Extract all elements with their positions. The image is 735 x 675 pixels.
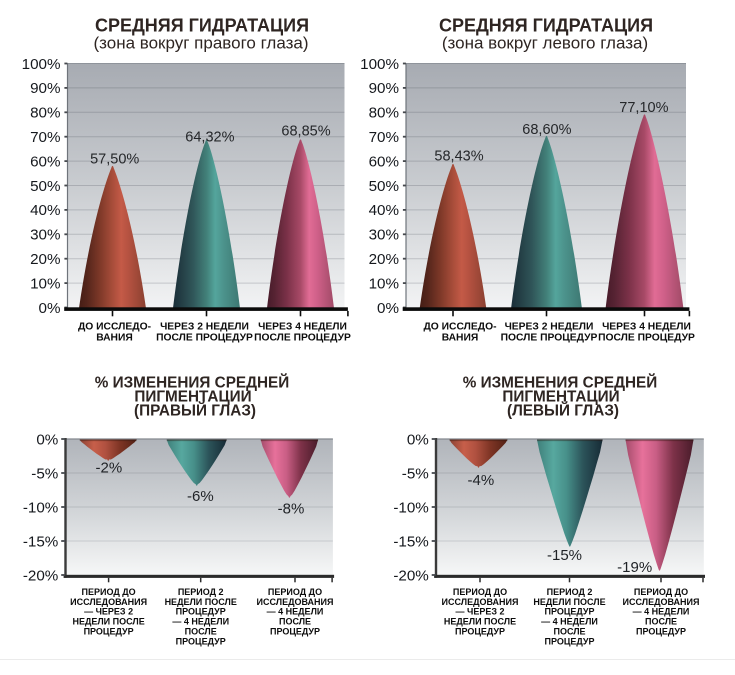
svg-text:-2%: -2% <box>96 460 123 477</box>
svg-text:НЕДЕЛИ ПОСЛЕ: НЕДЕЛИ ПОСЛЕ <box>444 617 516 627</box>
svg-text:57,50%: 57,50% <box>90 151 139 167</box>
svg-text:ПОСЛЕ ПРОЦЕДУР: ПОСЛЕ ПРОЦЕДУР <box>156 333 253 344</box>
svg-text:ЧЕРЕЗ 4 НЕДЕЛИ: ЧЕРЕЗ 4 НЕДЕЛИ <box>258 321 347 332</box>
svg-text:100%: 100% <box>360 56 399 73</box>
svg-text:40%: 40% <box>369 202 399 219</box>
svg-text:ПРОЦЕДУР: ПРОЦЕДУР <box>544 607 594 617</box>
svg-text:50%: 50% <box>30 178 60 195</box>
svg-text:-8%: -8% <box>278 501 305 518</box>
svg-text:(зона вокруг левого глаза): (зона вокруг левого глаза) <box>442 34 648 53</box>
svg-text:58,43%: 58,43% <box>434 149 483 165</box>
svg-text:ИССЛЕДОВАНИЯ: ИССЛЕДОВАНИЯ <box>70 597 147 607</box>
svg-text:70%: 70% <box>369 129 399 146</box>
svg-text:ПРОЦЕДУР: ПРОЦЕДУР <box>84 627 134 637</box>
svg-text:ПОСЛЕ ПРОЦЕДУР: ПОСЛЕ ПРОЦЕДУР <box>598 333 695 344</box>
svg-text:ПОСЛЕ: ПОСЛЕ <box>645 617 677 627</box>
svg-text:60%: 60% <box>30 153 60 170</box>
svg-text:НЕДЕЛИ ПОСЛЕ: НЕДЕЛИ ПОСЛЕ <box>533 597 605 607</box>
svg-text:— 4 НЕДЕЛИ: — 4 НЕДЕЛИ <box>633 607 690 617</box>
svg-text:ПЕРИОД ДО: ПЕРИОД ДО <box>634 587 688 597</box>
svg-text:0%: 0% <box>36 431 58 448</box>
svg-text:ПРОЦЕДУР: ПРОЦЕДУР <box>544 636 594 646</box>
svg-text:— 4 НЕДЕЛИ: — 4 НЕДЕЛИ <box>541 617 598 627</box>
svg-text:(зона вокруг правого глаза): (зона вокруг правого глаза) <box>93 34 308 53</box>
svg-text:0%: 0% <box>407 431 429 448</box>
svg-text:100%: 100% <box>22 56 61 73</box>
svg-text:-20%: -20% <box>23 567 58 584</box>
svg-text:20%: 20% <box>30 251 60 268</box>
svg-text:0%: 0% <box>377 300 399 317</box>
svg-text:0%: 0% <box>39 300 61 317</box>
svg-text:ПЕРИОД ДО: ПЕРИОД ДО <box>82 587 136 597</box>
svg-text:СРЕДНЯЯ ГИДРАТАЦИЯ: СРЕДНЯЯ ГИДРАТАЦИЯ <box>439 16 653 36</box>
svg-text:77,10%: 77,10% <box>619 100 668 116</box>
svg-text:— ЧЕРЕЗ 2: — ЧЕРЕЗ 2 <box>84 607 133 617</box>
svg-text:ЧЕРЕЗ 2 НЕДЕЛИ: ЧЕРЕЗ 2 НЕДЕЛИ <box>505 321 594 332</box>
svg-text:68,60%: 68,60% <box>522 122 571 138</box>
svg-text:60%: 60% <box>369 153 399 170</box>
svg-text:-19%: -19% <box>617 559 652 576</box>
svg-text:10%: 10% <box>369 275 399 292</box>
svg-text:ЧЕРЕЗ 4 НЕДЕЛИ: ЧЕРЕЗ 4 НЕДЕЛИ <box>602 321 691 332</box>
svg-text:ПРОЦЕДУР: ПРОЦЕДУР <box>636 627 686 637</box>
svg-text:(ЛЕВЫЙ ГЛАЗ): (ЛЕВЫЙ ГЛАЗ) <box>507 401 619 419</box>
svg-text:90%: 90% <box>369 80 399 97</box>
svg-text:ПЕРИОД ДО: ПЕРИОД ДО <box>268 587 322 597</box>
svg-text:68,85%: 68,85% <box>281 124 330 140</box>
svg-text:ПОСЛЕ ПРОЦЕДУР: ПОСЛЕ ПРОЦЕДУР <box>254 333 351 344</box>
svg-text:ПРОЦЕДУР: ПРОЦЕДУР <box>455 627 505 637</box>
svg-text:-10%: -10% <box>23 499 58 516</box>
svg-text:-6%: -6% <box>187 488 214 505</box>
svg-text:-15%: -15% <box>393 533 428 550</box>
svg-text:ВАНИЯ: ВАНИЯ <box>96 333 133 344</box>
svg-text:ПРОЦЕДУР: ПРОЦЕДУР <box>176 607 226 617</box>
svg-text:% ИЗМЕНЕНИЯ СРЕДНЕЙ: % ИЗМЕНЕНИЯ СРЕДНЕЙ <box>95 374 290 392</box>
svg-text:70%: 70% <box>30 129 60 146</box>
svg-text:ПИГМЕНТАЦИИ: ПИГМЕНТАЦИИ <box>134 388 251 405</box>
svg-text:64,32%: 64,32% <box>185 130 234 146</box>
svg-text:ПОСЛЕ: ПОСЛЕ <box>553 627 585 637</box>
svg-text:50%: 50% <box>369 178 399 195</box>
svg-text:40%: 40% <box>30 202 60 219</box>
svg-text:-15%: -15% <box>547 547 582 564</box>
svg-text:ПОСЛЕ ПРОЦЕДУР: ПОСЛЕ ПРОЦЕДУР <box>501 333 598 344</box>
svg-text:% ИЗМЕНЕНИЯ СРЕДНЕЙ: % ИЗМЕНЕНИЯ СРЕДНЕЙ <box>463 374 658 392</box>
svg-text:20%: 20% <box>369 251 399 268</box>
svg-text:ДО ИССЛЕДО-: ДО ИССЛЕДО- <box>78 321 152 332</box>
svg-text:ДО ИССЛЕДО-: ДО ИССЛЕДО- <box>423 321 497 332</box>
svg-text:-10%: -10% <box>393 499 428 516</box>
svg-text:(ПРАВЫЙ ГЛАЗ): (ПРАВЫЙ ГЛАЗ) <box>134 401 256 419</box>
svg-text:-5%: -5% <box>31 465 58 482</box>
svg-text:30%: 30% <box>30 227 60 244</box>
svg-text:ПИГМЕНТАЦИИ: ПИГМЕНТАЦИИ <box>502 388 619 405</box>
svg-text:-20%: -20% <box>393 567 428 584</box>
svg-text:— 4 НЕДЕЛИ: — 4 НЕДЕЛИ <box>172 617 229 627</box>
svg-text:ПРОЦЕДУР: ПРОЦЕДУР <box>270 627 320 637</box>
svg-text:— 4 НЕДЕЛИ: — 4 НЕДЕЛИ <box>267 607 324 617</box>
svg-text:СРЕДНЯЯ ГИДРАТАЦИЯ: СРЕДНЯЯ ГИДРАТАЦИЯ <box>95 16 309 36</box>
svg-text:ИССЛЕДОВАНИЯ: ИССЛЕДОВАНИЯ <box>442 597 519 607</box>
svg-text:ПОСЛЕ: ПОСЛЕ <box>185 627 217 637</box>
svg-text:ВАНИЯ: ВАНИЯ <box>442 333 479 344</box>
svg-text:30%: 30% <box>369 227 399 244</box>
svg-text:-5%: -5% <box>402 465 429 482</box>
svg-text:-4%: -4% <box>468 472 495 489</box>
svg-text:ПЕРИОД ДО: ПЕРИОД ДО <box>453 587 507 597</box>
svg-text:НЕДЕЛИ ПОСЛЕ: НЕДЕЛИ ПОСЛЕ <box>72 617 144 627</box>
svg-text:-15%: -15% <box>23 533 58 550</box>
svg-text:ПЕРИОД 2: ПЕРИОД 2 <box>547 587 593 597</box>
svg-text:ИССЛЕДОВАНИЯ: ИССЛЕДОВАНИЯ <box>257 597 334 607</box>
svg-text:ИССЛЕДОВАНИЯ: ИССЛЕДОВАНИЯ <box>623 597 700 607</box>
svg-text:ПРОЦЕДУР: ПРОЦЕДУР <box>176 636 226 646</box>
svg-text:80%: 80% <box>369 105 399 122</box>
svg-text:ПОСЛЕ: ПОСЛЕ <box>279 617 311 627</box>
svg-text:80%: 80% <box>30 105 60 122</box>
svg-text:ЧЕРЕЗ 2 НЕДЕЛИ: ЧЕРЕЗ 2 НЕДЕЛИ <box>160 321 249 332</box>
svg-text:90%: 90% <box>30 80 60 97</box>
svg-text:— ЧЕРЕЗ 2: — ЧЕРЕЗ 2 <box>456 607 505 617</box>
svg-text:ПЕРИОД 2: ПЕРИОД 2 <box>178 587 224 597</box>
svg-text:НЕДЕЛИ ПОСЛЕ: НЕДЕЛИ ПОСЛЕ <box>165 597 237 607</box>
svg-text:10%: 10% <box>30 275 60 292</box>
